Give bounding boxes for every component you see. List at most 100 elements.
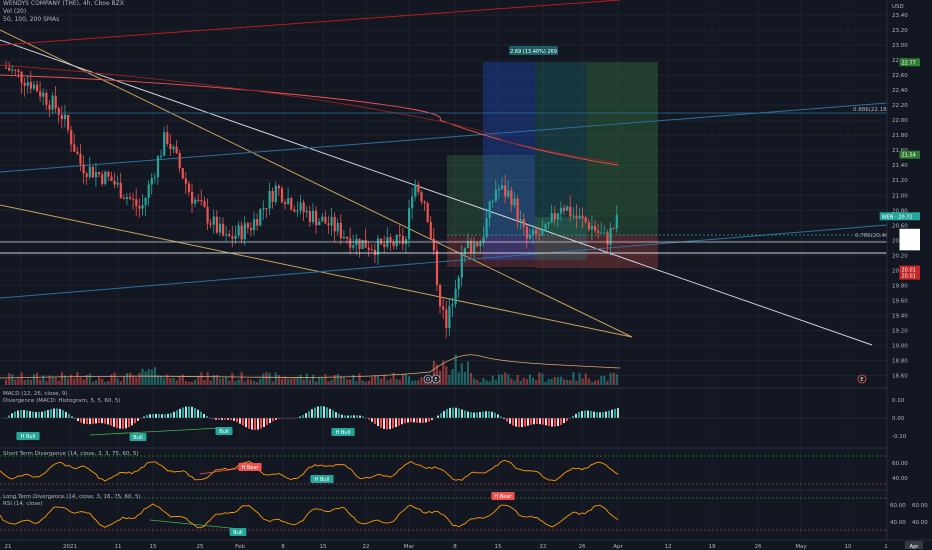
time-axis[interactable]: 21 2021 11 15 25 Feb 8 15 22 Mar 8 15 22 26 Apr 12 19 26 M… bbox=[0, 539, 932, 550]
candle-body bbox=[600, 232, 603, 234]
volume-bar bbox=[284, 376, 287, 385]
macd-bar bbox=[599, 412, 601, 418]
macd-bar bbox=[464, 410, 466, 418]
candle-body bbox=[113, 181, 116, 185]
volume-bar bbox=[287, 378, 290, 385]
volume-bar bbox=[315, 381, 318, 385]
macd-bar bbox=[509, 418, 511, 424]
candle-body bbox=[445, 309, 448, 328]
volume-bar bbox=[420, 377, 423, 385]
macd-bar bbox=[575, 413, 577, 418]
volume-bar bbox=[243, 381, 246, 385]
price-tick: 18.80 bbox=[892, 358, 908, 364]
macd-bar bbox=[182, 407, 184, 418]
macd-bar bbox=[359, 415, 361, 418]
volume-bar bbox=[392, 372, 395, 385]
macd-bar bbox=[407, 418, 409, 423]
macd-bar bbox=[269, 418, 271, 424]
volume-bar bbox=[246, 378, 249, 385]
candle-body bbox=[172, 146, 175, 150]
volume-bar bbox=[98, 377, 101, 385]
price-tag bbox=[899, 242, 920, 251]
candle-body bbox=[559, 207, 563, 214]
volume-bar bbox=[457, 372, 460, 385]
short-term-divergence-label[interactable]: Short Term Divergence (14, close, 3, 3, … bbox=[3, 451, 139, 457]
candle-body bbox=[324, 216, 327, 224]
volume-bar bbox=[339, 376, 342, 385]
volume-bar bbox=[296, 376, 299, 385]
volume-legend[interactable]: Vol (20) bbox=[3, 8, 27, 15]
candle-body bbox=[311, 210, 315, 223]
volume-bar bbox=[17, 377, 20, 385]
candle-body bbox=[256, 219, 259, 226]
macd-bar bbox=[548, 418, 550, 427]
volume-bar bbox=[150, 369, 153, 385]
macd-bar bbox=[191, 406, 193, 418]
volume-bar bbox=[594, 380, 597, 385]
symbol-title[interactable]: WENDYS COMPANY (THE), 4h, Cboe BZX bbox=[3, 0, 124, 7]
sma-legend[interactable]: 50, 100, 200 SMAs bbox=[3, 16, 60, 23]
price-tag-label: 20.01 bbox=[902, 268, 916, 274]
time-tick: 19 bbox=[709, 544, 716, 550]
ltd-scale-tick: 60.00 bbox=[912, 503, 928, 509]
candle-body bbox=[488, 201, 491, 219]
volume-bar bbox=[572, 372, 575, 385]
divergence-marker-label: Bull bbox=[133, 435, 142, 441]
volume-bar bbox=[395, 378, 398, 385]
candle-body bbox=[147, 184, 150, 198]
volume-bar bbox=[116, 378, 119, 385]
long-term-divergence-label[interactable]: Long Term Divergence (14, close, 3, 16, … bbox=[3, 494, 141, 500]
macd-bar bbox=[431, 418, 433, 420]
volume-bar bbox=[82, 379, 85, 385]
time-tick: 22 bbox=[540, 544, 547, 550]
candle-body bbox=[451, 304, 454, 307]
rsi-scale-tick: 40.00 bbox=[890, 520, 906, 526]
macd-bar bbox=[389, 418, 391, 430]
candle-body bbox=[231, 236, 234, 239]
rsi-label[interactable]: RSI (14, close) bbox=[3, 501, 43, 507]
macd-bar bbox=[515, 418, 517, 427]
volume-bar bbox=[5, 379, 8, 385]
candle-body bbox=[367, 247, 370, 250]
divergence-macd-label[interactable]: Divergence (MACD: Histogram, 5, 5, 60, 5… bbox=[3, 398, 121, 404]
trend-line bbox=[0, 204, 633, 338]
macd-bar bbox=[383, 418, 385, 429]
candle-body bbox=[178, 153, 181, 169]
candle-body bbox=[271, 190, 274, 202]
time-tick: Mar bbox=[404, 544, 415, 550]
time-axis-bg bbox=[0, 540, 932, 550]
volume-bar bbox=[212, 374, 215, 385]
volume-bar bbox=[144, 371, 147, 385]
candle-body bbox=[144, 197, 147, 206]
volume-bar bbox=[346, 379, 349, 385]
candle-body bbox=[246, 223, 249, 228]
candle-body bbox=[448, 306, 451, 328]
price-tag bbox=[899, 228, 920, 237]
macd-label[interactable]: MACD (12, 26, close, 9) bbox=[3, 391, 68, 397]
volume-bar bbox=[587, 378, 590, 385]
volume-bar bbox=[435, 364, 439, 385]
volume-bar bbox=[305, 373, 308, 385]
volume-bar bbox=[336, 374, 339, 385]
macd-bar bbox=[596, 412, 598, 418]
macd-bar bbox=[371, 418, 373, 422]
volume-bar bbox=[132, 375, 135, 385]
candle-body bbox=[60, 114, 63, 120]
candle-body bbox=[237, 225, 240, 236]
macd-bar bbox=[458, 408, 460, 418]
time-tick: 15 bbox=[320, 544, 327, 550]
candle-body bbox=[17, 70, 20, 72]
macd-bar bbox=[455, 407, 457, 418]
volume-bar bbox=[237, 379, 240, 385]
volume-bar bbox=[321, 377, 324, 385]
macd-bar bbox=[119, 418, 121, 429]
candle-body bbox=[116, 182, 119, 185]
price-tag-label: 20.46 bbox=[902, 231, 916, 237]
price-scale[interactable]: USD23.4023.2023.0022.8022.6022.4022.2022… bbox=[879, 0, 932, 540]
volume-bar bbox=[191, 381, 194, 385]
volume-bar bbox=[51, 377, 54, 385]
volume-bar bbox=[482, 377, 485, 385]
candle-body bbox=[160, 155, 163, 157]
candle-body bbox=[156, 156, 160, 178]
